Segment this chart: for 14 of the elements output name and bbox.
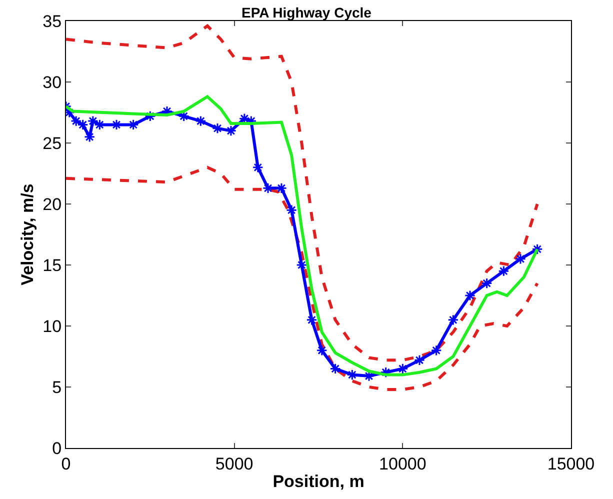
x-tick-label: 10000 (379, 454, 426, 474)
y-tick-label: 10 (42, 316, 62, 336)
y-tick-label: 15 (42, 256, 62, 275)
y-axis-title: Velocity, m/s (18, 184, 38, 286)
y-tick-label: 30 (42, 72, 62, 92)
y-tick-label: 20 (42, 194, 62, 214)
x-tick-label: 5000 (215, 454, 254, 474)
chart-title: EPA Highway Cycle (242, 4, 372, 20)
y-tick-label: 0 (52, 438, 62, 458)
y-tick-label: 35 (42, 12, 62, 31)
x-tick-label: 15000 (547, 454, 595, 474)
x-axis-title: Position, m (272, 472, 364, 491)
y-tick-label: 25 (42, 134, 62, 153)
y-tick-label: 5 (52, 378, 62, 397)
